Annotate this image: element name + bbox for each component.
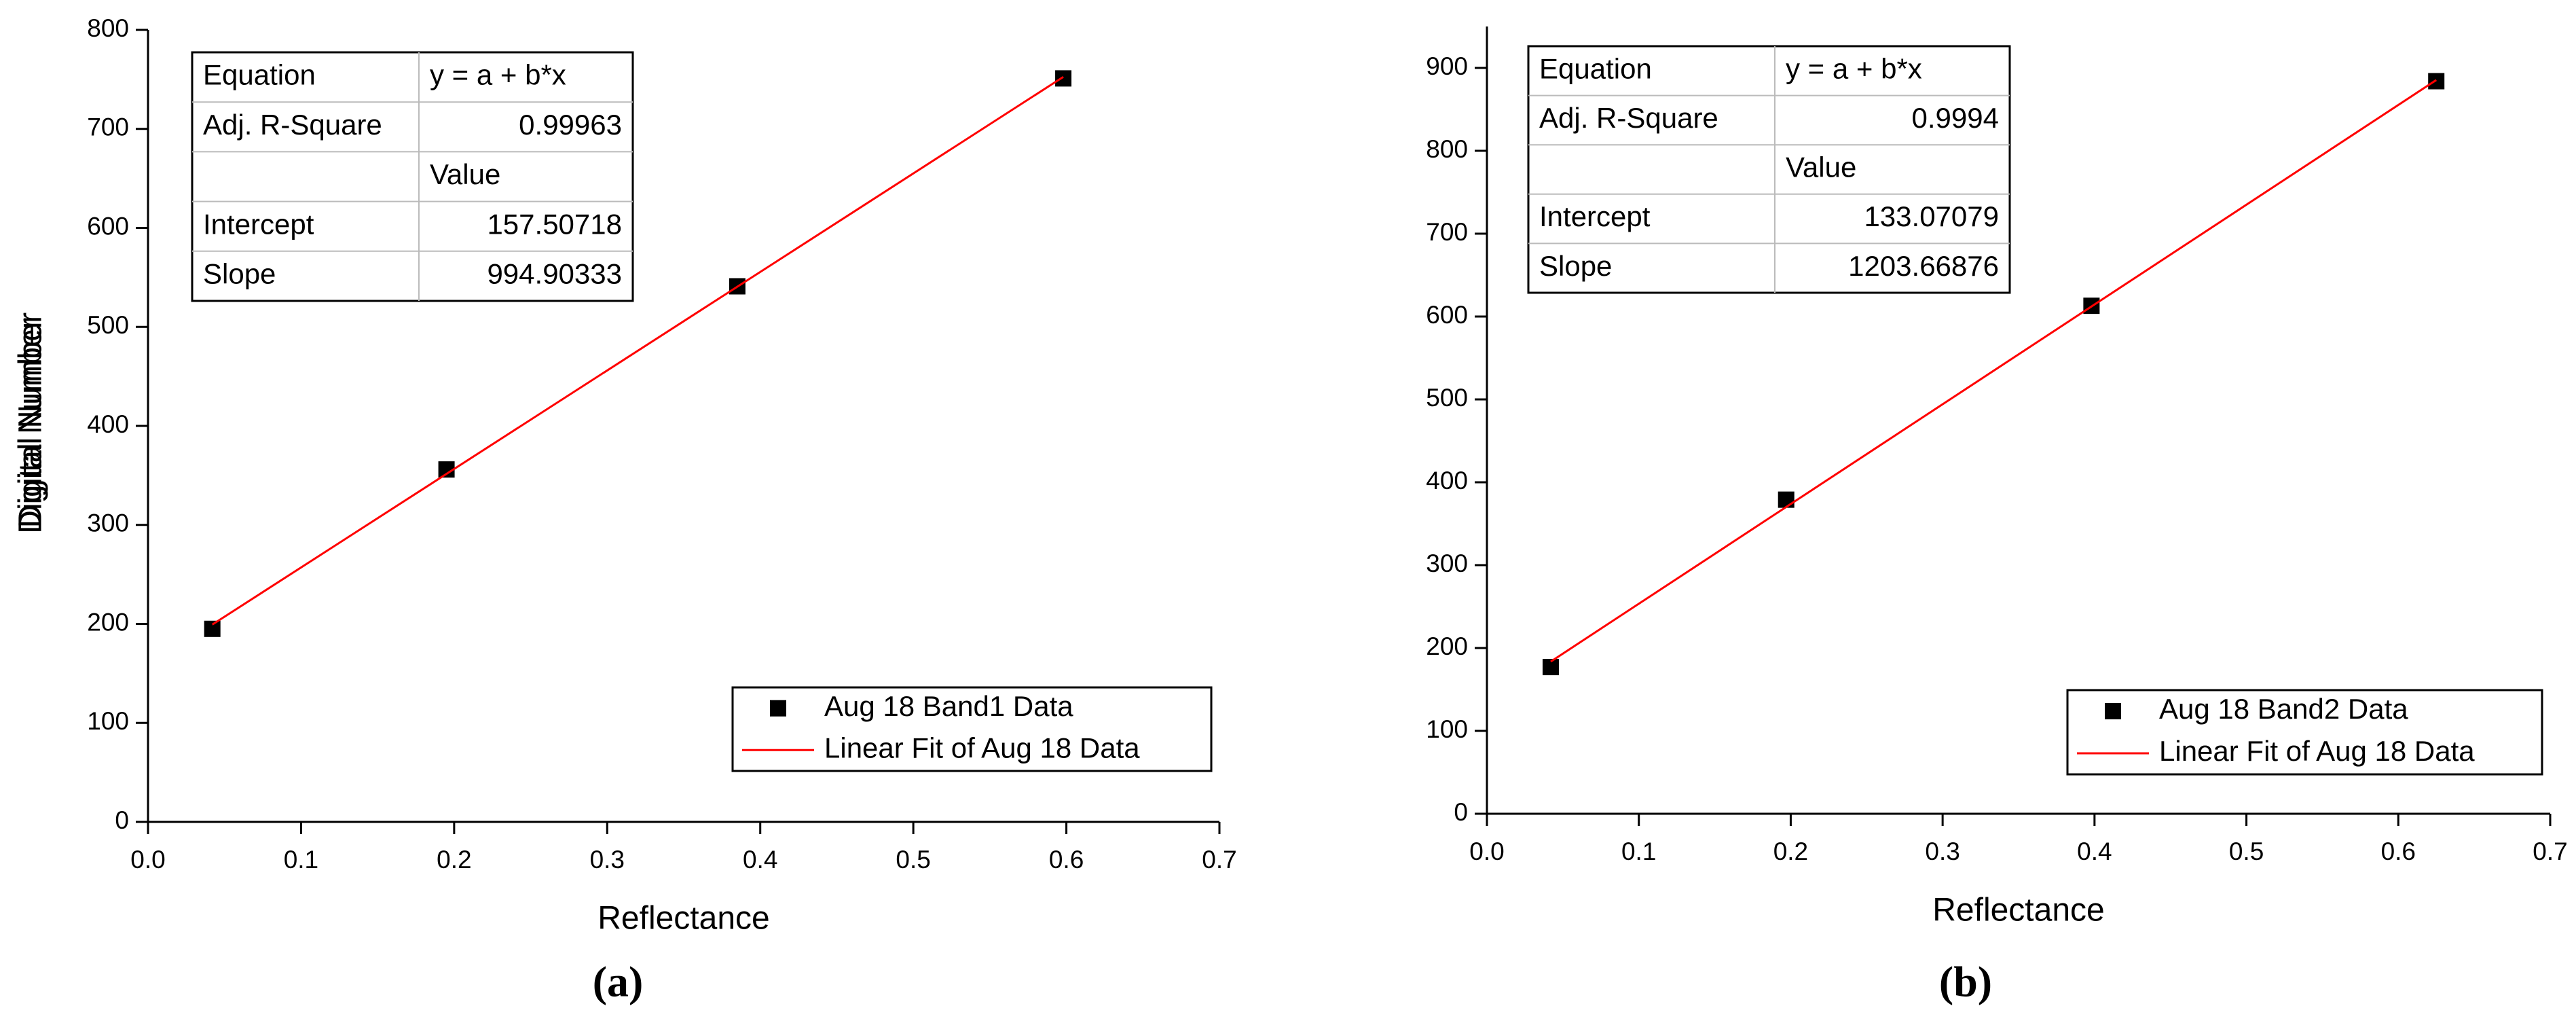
y-tick-label: 500 bbox=[87, 311, 129, 339]
legend-label: Linear Fit of Aug 18 Data bbox=[2159, 735, 2475, 767]
x-tick-label: 0.2 bbox=[1773, 838, 1808, 865]
y-tick-label: 700 bbox=[1426, 218, 1468, 246]
table-cell: Equation bbox=[1539, 52, 1652, 84]
y-axis-title: Digital Number bbox=[13, 312, 49, 528]
y-tick-label: 500 bbox=[1426, 384, 1468, 412]
legend bbox=[2066, 689, 2543, 776]
legend-swatch bbox=[2105, 703, 2121, 719]
y-tick-label: 800 bbox=[1426, 135, 1468, 163]
y-tick-label: 0 bbox=[1454, 798, 1468, 826]
y-tick-label: 300 bbox=[87, 509, 129, 537]
x-tick-label: 0.0 bbox=[130, 846, 165, 874]
x-tick-label: 0.2 bbox=[437, 846, 471, 874]
data-point bbox=[204, 620, 221, 637]
data-point bbox=[1778, 491, 1795, 508]
fit-line bbox=[1550, 79, 2437, 663]
table-cell: 0.9994 bbox=[1912, 102, 1999, 134]
table-cell: Value bbox=[430, 158, 500, 190]
stats-table bbox=[1527, 45, 2011, 294]
y-tick-label: 200 bbox=[1426, 632, 1468, 660]
x-tick-label: 0.7 bbox=[2533, 838, 2567, 865]
table-cell: 157.50718 bbox=[487, 208, 622, 240]
y-tick-label: 0 bbox=[115, 806, 129, 834]
table-cell: Adj. R-Square bbox=[1539, 102, 1718, 134]
legend-label: Aug 18 Band1 Data bbox=[824, 690, 1073, 722]
x-axis-title: Reflectance bbox=[1932, 893, 2104, 929]
table-cell: y = a + b*x bbox=[430, 59, 566, 91]
table-cell: Intercept bbox=[1539, 200, 1651, 232]
x-tick-label: 0.1 bbox=[284, 846, 318, 874]
y-tick-label: 100 bbox=[1426, 715, 1468, 743]
x-axis-title: Reflectance bbox=[597, 901, 769, 937]
y-tick-label: 600 bbox=[87, 212, 129, 240]
x-tick-label: 0.4 bbox=[743, 846, 777, 874]
table-cell: Slope bbox=[1539, 250, 1612, 282]
table-cell: 994.90333 bbox=[487, 257, 622, 289]
data-point bbox=[1055, 70, 1072, 87]
y-tick-label: 100 bbox=[87, 707, 129, 735]
table-cell: Value bbox=[1786, 151, 1856, 183]
y-axis-title: Digital Number bbox=[13, 318, 49, 533]
fit-line bbox=[211, 75, 1064, 626]
table-cell: 0.99963 bbox=[519, 109, 622, 141]
x-tick-label: 0.4 bbox=[2077, 838, 2112, 865]
x-tick-label: 0.6 bbox=[1049, 846, 1084, 874]
x-tick-label: 0.7 bbox=[1202, 846, 1236, 874]
legend-label: Aug 18 Band2 Data bbox=[2159, 693, 2408, 725]
y-tick-label: 400 bbox=[1426, 467, 1468, 494]
y-tick-label: 900 bbox=[1426, 52, 1468, 80]
y-tick-label: 300 bbox=[1426, 550, 1468, 577]
y-tick-label: 600 bbox=[1426, 301, 1468, 329]
legend-label: Linear Fit of Aug 18 Data bbox=[824, 732, 1140, 763]
table-cell: 133.07079 bbox=[1864, 200, 1999, 232]
y-tick-label: 400 bbox=[87, 410, 129, 438]
x-tick-label: 0.3 bbox=[1925, 838, 1959, 865]
x-tick-label: 0.5 bbox=[896, 846, 930, 874]
x-tick-label: 0.5 bbox=[2229, 838, 2264, 865]
table-cell: 1203.66876 bbox=[1848, 250, 1999, 282]
x-tick-label: 0.6 bbox=[2381, 838, 2416, 865]
table-cell: Adj. R-Square bbox=[203, 109, 382, 141]
x-tick-label: 0.3 bbox=[590, 846, 625, 874]
y-tick-label: 800 bbox=[87, 14, 129, 42]
legend-swatch bbox=[770, 700, 786, 717]
y-tick-label: 700 bbox=[87, 113, 129, 141]
x-tick-label: 0.1 bbox=[1621, 838, 1656, 865]
x-tick-label: 0.0 bbox=[1469, 838, 1504, 865]
stats-table bbox=[191, 51, 634, 302]
caption: (a) bbox=[593, 958, 644, 1006]
table-cell: Intercept bbox=[203, 208, 314, 240]
table-cell: y = a + b*x bbox=[1786, 52, 1922, 84]
y-tick-label: 200 bbox=[87, 608, 129, 636]
table-cell: Slope bbox=[203, 257, 276, 289]
table-cell: Equation bbox=[203, 59, 316, 91]
data-point bbox=[1542, 659, 1559, 676]
caption: (b) bbox=[1939, 958, 1992, 1006]
legend bbox=[731, 686, 1213, 772]
